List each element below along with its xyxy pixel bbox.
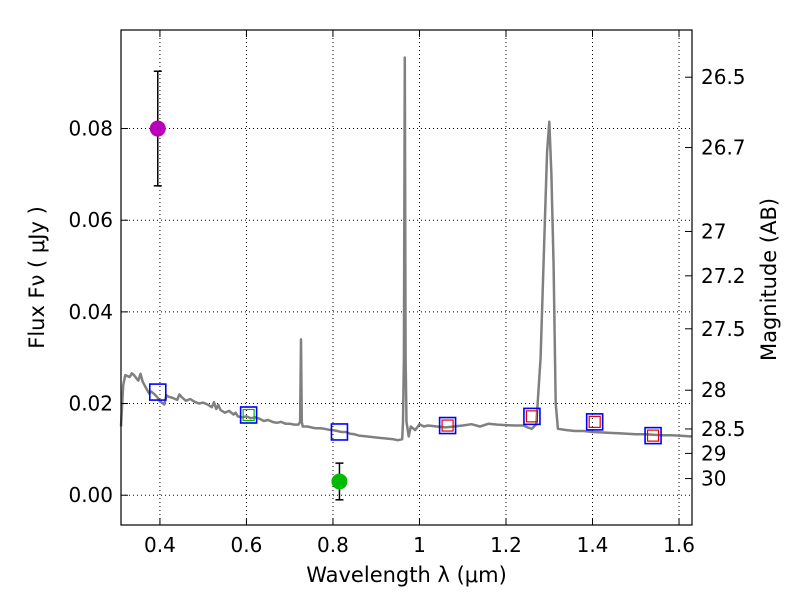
model-photometry-square [148, 383, 167, 401]
plot-frame [120, 29, 693, 526]
grid [121, 30, 692, 525]
y-tick-label: 0.04 [68, 300, 113, 324]
y2-tick-label: 28.5 [701, 417, 746, 441]
observed-photometry-point [331, 473, 348, 490]
y2-tick-label: 30 [701, 467, 726, 491]
model-photometry-square [242, 408, 255, 422]
x-tick-label: 1.2 [490, 533, 522, 557]
y-tick-label: 0.06 [68, 208, 113, 232]
y2-tick-label: 27.5 [701, 317, 746, 341]
y2-tick-label: 26.7 [701, 136, 746, 160]
model-photometry-square [525, 410, 539, 423]
model-photometry-square [523, 407, 541, 426]
observed-photometry-point [149, 120, 166, 137]
model-photometry-square [239, 406, 258, 424]
y2-tick-label: 29 [701, 441, 726, 465]
tick-layer: 0.4 0.6 0.8 1 1.2 1.4 1.6 0.00 0.02 0.04 0.06 0.08 2… [68, 30, 746, 557]
y2-tick-label: 27.2 [701, 264, 746, 288]
series-layer [119, 56, 693, 501]
x-tick-label: 1 [413, 533, 426, 557]
model-photometry-square [441, 419, 454, 432]
y2-tick-label: 28 [701, 378, 726, 402]
model-photometry-square [644, 426, 662, 445]
model-photometry-square [646, 429, 660, 442]
x-axis-label: Wavelength λ (μm) [306, 563, 507, 587]
y-axis-label: Flux Fν ( μJy ) [25, 206, 49, 349]
y2-axis-label: Magnitude (AB) [757, 198, 781, 361]
x-tick-label: 0.4 [144, 533, 176, 557]
x-tick-label: 0.6 [231, 533, 263, 557]
y-tick-label: 0.02 [68, 392, 113, 416]
x-tick-label: 0.8 [317, 533, 349, 557]
y2-tick-label: 26.5 [701, 65, 746, 89]
x-tick-label: 1.6 [663, 533, 695, 557]
model-photometry-square [438, 416, 457, 435]
model-photometry-square [585, 413, 604, 431]
sed-model-line [119, 56, 693, 442]
y-tick-label: 0.00 [68, 483, 113, 507]
x-tick-label: 1.4 [577, 533, 609, 557]
model-photometry-square [588, 415, 601, 428]
y-tick-label: 0.08 [68, 117, 113, 141]
model-photometry-square [330, 423, 349, 441]
y2-tick-label: 27 [701, 219, 726, 243]
